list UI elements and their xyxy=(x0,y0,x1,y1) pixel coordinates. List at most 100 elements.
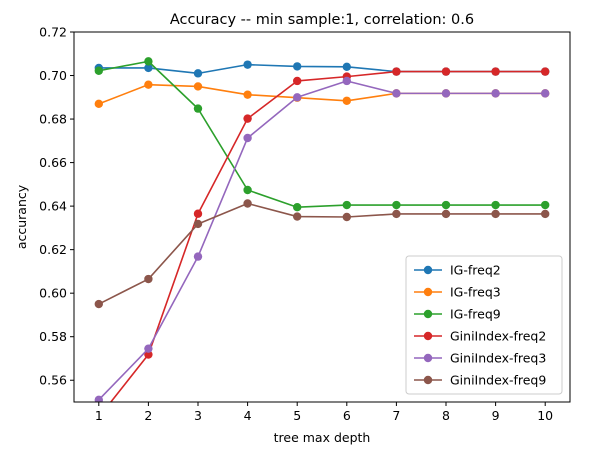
series-line xyxy=(98,202,546,305)
y-tick-label: 0.64 xyxy=(39,199,67,214)
x-tick-label: 4 xyxy=(244,408,252,423)
y-tick-label: 0.66 xyxy=(39,155,67,170)
legend-swatch-marker xyxy=(423,309,433,319)
y-tick-label: 0.60 xyxy=(39,286,67,301)
data-point xyxy=(144,274,153,284)
series-line xyxy=(98,80,546,401)
legend-label: IG-freq2 xyxy=(450,263,501,278)
legend-item: IG-freq3 xyxy=(414,285,501,300)
data-point xyxy=(144,63,153,73)
legend-item: GiniIndex-freq2 xyxy=(414,329,546,344)
data-point xyxy=(94,66,104,75)
data-point xyxy=(293,76,302,86)
legend-swatch-marker xyxy=(423,287,433,297)
data-point xyxy=(342,96,351,105)
legend-swatch-marker xyxy=(423,265,433,275)
y-tick-label: 0.68 xyxy=(39,112,67,127)
y-tick-label: 0.72 xyxy=(39,25,67,40)
x-tick-label: 7 xyxy=(392,408,400,423)
plot-frame xyxy=(73,31,571,403)
legend-label: GiniIndex-freq9 xyxy=(450,373,546,388)
data-point xyxy=(243,133,252,143)
series-giniindex-freq9 xyxy=(94,199,550,309)
data-point xyxy=(193,252,203,261)
data-point xyxy=(541,67,550,76)
legend-swatch-marker xyxy=(423,331,433,341)
legend-label: GiniIndex-freq3 xyxy=(450,351,546,366)
legend-swatch-marker xyxy=(423,353,433,363)
data-point xyxy=(541,200,550,210)
legend-swatch-marker xyxy=(423,375,433,385)
data-point xyxy=(144,344,153,353)
legend: IG-freq2 IG-freq3 IG-freq9 GiniIndex-freq2 G… xyxy=(405,255,563,395)
data-point xyxy=(541,209,550,219)
x-tick-label: 9 xyxy=(492,408,500,423)
legend-item: IG-freq9 xyxy=(414,307,501,322)
data-point xyxy=(293,62,302,71)
data-point xyxy=(293,203,302,212)
data-point xyxy=(392,209,401,219)
x-tick-label: 5 xyxy=(293,408,301,423)
data-point xyxy=(342,200,351,210)
data-point xyxy=(491,200,500,210)
y-tick-label: 0.70 xyxy=(39,68,67,83)
data-point xyxy=(243,199,252,208)
data-point xyxy=(193,69,203,78)
legend-label: IG-freq9 xyxy=(450,307,501,322)
data-point xyxy=(342,62,351,72)
data-point xyxy=(491,67,500,76)
legend-item: GiniIndex-freq9 xyxy=(414,373,546,388)
data-point xyxy=(144,350,153,359)
data-point xyxy=(342,212,351,222)
x-tick-label: 10 xyxy=(537,408,553,423)
data-point xyxy=(392,200,401,210)
data-point xyxy=(441,67,451,76)
x-tick-label: 3 xyxy=(194,408,202,423)
data-point xyxy=(441,209,451,219)
legend-label: IG-freq3 xyxy=(450,285,501,300)
data-point xyxy=(392,89,401,98)
x-tick-label: 1 xyxy=(95,408,103,423)
data-point xyxy=(94,395,103,402)
data-point xyxy=(392,67,401,76)
data-point xyxy=(94,99,104,109)
x-tick-label: 8 xyxy=(442,408,450,423)
y-tick-label: 0.58 xyxy=(39,329,67,344)
series-ig-freq9 xyxy=(94,57,550,212)
y-tick-label: 0.56 xyxy=(39,373,67,388)
series-line xyxy=(109,70,546,402)
data-point xyxy=(193,219,203,229)
data-point xyxy=(243,114,252,123)
data-point xyxy=(293,93,302,102)
y-tick-label: 0.62 xyxy=(39,242,67,257)
chart-title: Accuracy -- min sample:1, correlation: 0… xyxy=(170,12,474,28)
data-point xyxy=(243,60,252,69)
data-point xyxy=(193,82,203,91)
x-tick-label: 6 xyxy=(343,408,351,423)
data-point xyxy=(491,209,500,219)
data-point xyxy=(441,200,451,210)
data-point xyxy=(243,185,252,195)
data-point xyxy=(193,209,203,218)
y-axis-label: accurancy xyxy=(14,184,29,249)
series-giniindex-freq3 xyxy=(94,76,550,402)
data-point xyxy=(491,89,500,98)
data-point xyxy=(193,104,203,113)
legend-label: GiniIndex-freq2 xyxy=(450,329,546,344)
x-axis-label: tree max depth xyxy=(274,430,371,445)
data-point xyxy=(342,76,351,86)
data-point xyxy=(441,89,451,98)
data-point xyxy=(94,299,104,309)
data-point xyxy=(541,89,550,98)
series-line xyxy=(98,60,546,209)
data-point xyxy=(293,212,302,221)
x-tick-label: 2 xyxy=(144,408,152,423)
data-point xyxy=(144,80,153,89)
data-point xyxy=(144,57,153,66)
legend-box xyxy=(405,255,563,395)
legend-item: GiniIndex-freq3 xyxy=(414,351,546,366)
legend-item: IG-freq2 xyxy=(414,263,501,278)
data-point xyxy=(243,90,252,99)
